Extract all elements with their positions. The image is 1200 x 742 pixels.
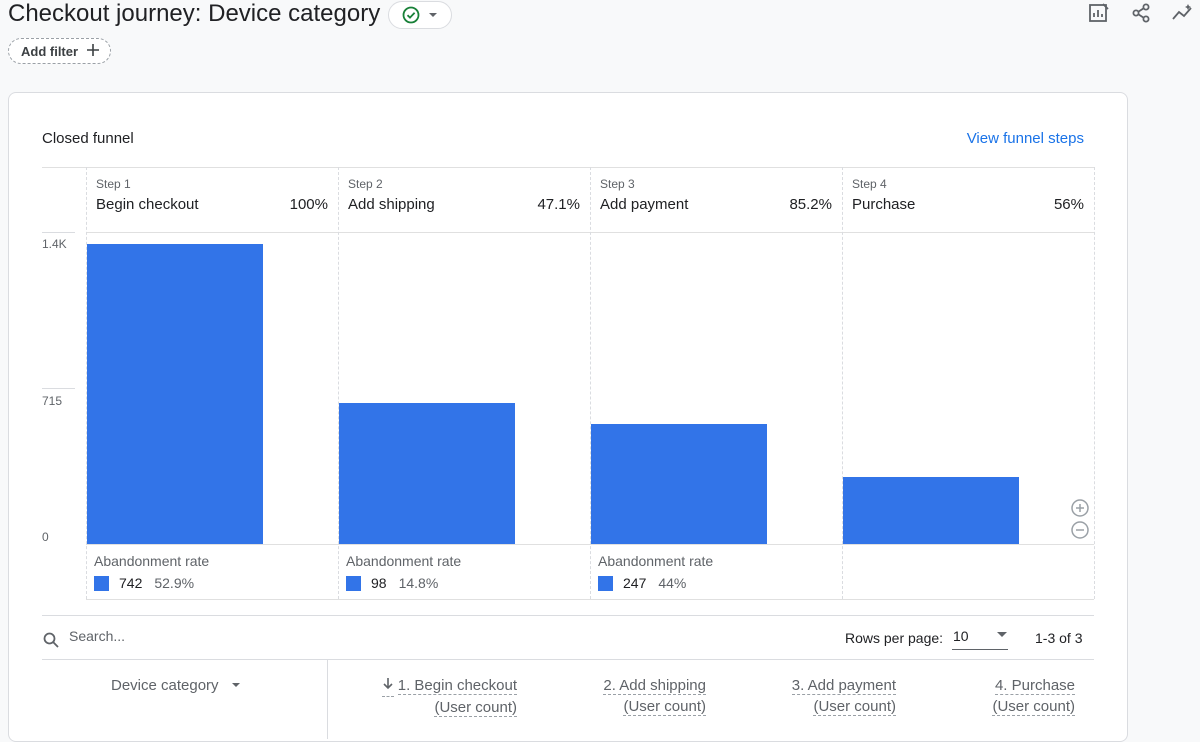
y-tick-mid: [42, 388, 75, 389]
abandonment-count: 247: [623, 575, 647, 591]
step-number: Step 3: [600, 177, 635, 191]
share-icon[interactable]: [1128, 0, 1154, 26]
step-number: Step 2: [348, 177, 383, 191]
table-top-border: [42, 615, 1094, 616]
legend-swatch: [94, 575, 109, 591]
step-header-1[interactable]: Step 1 Begin checkout 100%: [86, 167, 338, 232]
legend-swatch: [598, 575, 613, 591]
rows-per-page-value: 10: [953, 628, 969, 644]
metric-header-line1: 2. Add shipping: [603, 677, 706, 695]
add-filter-button[interactable]: Add filter: [8, 38, 112, 64]
step-name: Begin checkout: [96, 196, 199, 213]
step-pct: 100%: [289, 196, 328, 213]
insights-icon[interactable]: [1170, 0, 1196, 26]
metric-header-line1: 1. Begin checkout: [397, 677, 517, 695]
chart-top-border: [42, 167, 1094, 168]
funnel-bar-step-3[interactable]: [591, 423, 767, 544]
funnel-bar-step-2[interactable]: [339, 402, 515, 544]
abandonment-block-3: Abandonment rate 247 44%: [598, 553, 838, 591]
sort-down-icon: [381, 675, 394, 697]
metric-header-line2: (User count): [992, 698, 1075, 716]
abandonment-label: Abandonment rate: [598, 553, 714, 569]
metric-header-line1: 4. Purchase: [994, 677, 1075, 695]
check-circle-icon: [402, 6, 420, 24]
metric-header-line2: (User count): [813, 698, 896, 716]
caret-down-icon: [231, 677, 241, 694]
step-header-3[interactable]: Step 3 Add payment 85.2%: [590, 167, 842, 232]
caret-down-icon: [428, 10, 438, 20]
abandonment-pct: 44%: [658, 575, 687, 591]
abandonment-pct: 14.8%: [398, 575, 439, 591]
metric-header-line1: 3. Add payment: [791, 677, 896, 695]
metric-header-begin-checkout[interactable]: 1. Begin checkout (User count): [381, 675, 517, 718]
add-filter-label: Add filter: [21, 43, 79, 59]
step-number: Step 4: [852, 177, 887, 191]
pagination-range: 1-3 of 3: [1035, 630, 1083, 646]
step-pct: 85.2%: [789, 196, 832, 213]
step-number: Step 1: [96, 177, 131, 191]
status-chip[interactable]: [388, 1, 452, 29]
funnel-bar-step-4[interactable]: [843, 476, 1019, 544]
funnel-chart: 1.4K 715 0 Step 1 Begin checkout 100% Ste…: [42, 167, 1095, 600]
step-name: Add payment: [600, 196, 689, 213]
y-tick-label: 1.4K: [42, 237, 67, 251]
page-title: Checkout journey: Device category: [8, 0, 381, 27]
plus-icon: [86, 43, 100, 60]
toolbar-icons: [1086, 0, 1196, 26]
column-separator: [86, 167, 87, 599]
chart-bottom-border: [86, 599, 1094, 600]
column-separator: [338, 167, 339, 599]
search-input[interactable]: [69, 628, 369, 644]
legend-swatch: [346, 575, 361, 591]
funnel-card: Closed funnel View funnel steps 1.4K 715…: [8, 92, 1128, 742]
abandonment-label: Abandonment rate: [94, 553, 210, 569]
dimension-header[interactable]: Device category: [111, 677, 241, 694]
abandonment-pct: 52.9%: [154, 575, 195, 591]
page-header: Checkout journey: Device category Add fi…: [0, 0, 1200, 90]
abandonment-block-1: Abandonment rate 742 52.9%: [94, 553, 334, 591]
table-column-divider: [327, 659, 328, 739]
funnel-bar-step-1[interactable]: [87, 243, 263, 544]
rows-per-page-label: Rows per page:: [845, 630, 944, 646]
y-tick-label: 715: [42, 394, 63, 408]
abandonment-count: 742: [119, 575, 143, 591]
step-pct: 56%: [1053, 196, 1084, 213]
dimension-header-label: Device category: [111, 677, 219, 694]
column-separator: [590, 167, 591, 599]
table-header-divider: [42, 659, 1094, 660]
view-funnel-steps-link[interactable]: View funnel steps: [966, 130, 1084, 147]
step-name: Add shipping: [348, 196, 435, 213]
step-header-4[interactable]: Step 4 Purchase 56%: [842, 167, 1094, 232]
y-tick-top: [42, 232, 75, 233]
step-pct: 47.1%: [537, 196, 580, 213]
edit-report-icon[interactable]: [1086, 0, 1112, 26]
column-separator: [1094, 167, 1095, 599]
rows-per-page-select[interactable]: 10: [952, 624, 1008, 650]
zoom-in-icon[interactable]: [1070, 498, 1090, 518]
metric-header-add-payment[interactable]: 3. Add payment (User count): [791, 675, 896, 717]
step-name: Purchase: [852, 196, 916, 213]
metric-header-line2: (User count): [623, 698, 706, 716]
y-tick-label: 0: [42, 530, 49, 544]
search-icon: [42, 631, 60, 654]
metric-header-line2: (User count): [434, 699, 517, 717]
column-separator: [842, 167, 843, 599]
caret-down-icon: [996, 628, 1008, 649]
abandonment-label: Abandonment rate: [346, 553, 462, 569]
metric-header-purchase[interactable]: 4. Purchase (User count): [992, 675, 1075, 717]
abandonment-block-2: Abandonment rate 98 14.8%: [346, 553, 586, 591]
metric-header-add-shipping[interactable]: 2. Add shipping (User count): [603, 675, 706, 717]
zoom-out-icon[interactable]: [1070, 520, 1090, 540]
card-title: Closed funnel: [42, 130, 134, 147]
abandonment-count: 98: [371, 575, 387, 591]
step-header-2[interactable]: Step 2 Add shipping 47.1%: [338, 167, 590, 232]
